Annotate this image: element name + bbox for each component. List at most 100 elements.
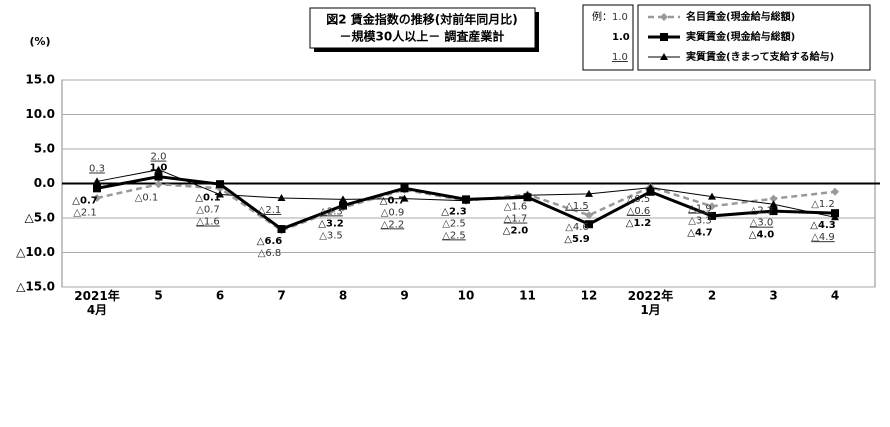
legend-sample: 1.0 bbox=[612, 12, 628, 23]
marker bbox=[216, 180, 224, 189]
marker bbox=[154, 165, 163, 173]
marker bbox=[831, 187, 839, 196]
legend-sample: 1.0 bbox=[612, 52, 628, 63]
x-tick-label: 5 bbox=[154, 289, 162, 303]
legend-marker bbox=[660, 53, 668, 60]
data-label: △4.6 bbox=[565, 222, 589, 233]
y-tick-label: △10.0 bbox=[16, 245, 55, 259]
data-label: △0.6 bbox=[627, 206, 651, 217]
marker bbox=[154, 180, 163, 189]
legend-label: 実質賃金(現金給与総額) bbox=[686, 30, 795, 43]
data-label: △1.6 bbox=[196, 217, 220, 228]
x-tick-label: 9 bbox=[400, 289, 408, 303]
data-label: △3.2 bbox=[318, 218, 343, 229]
marker bbox=[585, 220, 593, 229]
data-label: △6.8 bbox=[258, 248, 282, 259]
x-tick-label: 10 bbox=[458, 289, 475, 303]
data-label: △4.0 bbox=[749, 230, 774, 241]
data-label: △4.9 bbox=[811, 232, 835, 243]
data-label: △2.5 bbox=[442, 230, 466, 241]
marker bbox=[154, 172, 163, 181]
x-tick-label: 2022年 1月 bbox=[628, 288, 673, 317]
chart-title: 図2 賃金指数の推移(対前年同月比) bbox=[326, 12, 518, 27]
marker bbox=[462, 196, 470, 204]
x-tick-label: 4 bbox=[831, 289, 839, 303]
x-tick-label: 12 bbox=[581, 289, 598, 303]
data-label: 1.0 bbox=[150, 163, 168, 174]
y-tick-label: 15.0 bbox=[25, 73, 55, 87]
data-label: △1.2 bbox=[626, 218, 651, 229]
y-tick-label: △15.0 bbox=[16, 280, 55, 294]
data-label: △3.0 bbox=[750, 218, 774, 229]
marker bbox=[769, 207, 778, 216]
marker bbox=[93, 177, 101, 185]
data-label: 0.3 bbox=[89, 164, 105, 175]
data-label: △4.3 bbox=[810, 220, 835, 231]
data-label: △3.3 bbox=[688, 216, 712, 227]
marker bbox=[769, 194, 778, 203]
data-label: 2.0 bbox=[151, 152, 167, 163]
x-tick-label: 2021年 4月 bbox=[74, 288, 119, 317]
marker bbox=[585, 189, 593, 197]
marker bbox=[831, 213, 839, 221]
data-label: △2.0 bbox=[503, 226, 528, 237]
marker bbox=[400, 194, 409, 202]
data-label: △6.6 bbox=[257, 236, 282, 247]
data-label: △2.2 bbox=[381, 219, 405, 230]
chart-subtitle: －規模30人以上－ 調査産業計 bbox=[340, 29, 505, 44]
data-label: △0.7 bbox=[380, 195, 405, 206]
legend-marker bbox=[660, 33, 668, 41]
data-label: △0.1 bbox=[195, 193, 220, 204]
marker bbox=[400, 184, 409, 193]
marker bbox=[93, 193, 101, 202]
data-label: △0.9 bbox=[381, 207, 405, 218]
data-label: △1.7 bbox=[504, 214, 528, 225]
x-tick-label: 2 bbox=[708, 289, 716, 303]
legend-example-label: 例： bbox=[592, 10, 612, 23]
title-box bbox=[309, 7, 536, 49]
marker bbox=[646, 187, 655, 196]
marker bbox=[277, 225, 286, 234]
y-axis-label: (%) bbox=[29, 35, 50, 48]
data-label: △1.9 bbox=[688, 204, 712, 215]
data-label: △0.5 bbox=[627, 194, 651, 205]
x-tick-label: 7 bbox=[277, 289, 285, 303]
legend-label: 名目賃金(現金給与総額) bbox=[686, 10, 795, 23]
legend-marker bbox=[660, 13, 668, 21]
legend-sample: 1.0 bbox=[612, 32, 630, 43]
x-tick-label: 6 bbox=[216, 289, 224, 303]
marker bbox=[646, 183, 655, 191]
data-label: △1.2 bbox=[811, 199, 835, 210]
x-tick-label: 3 bbox=[769, 289, 777, 303]
marker bbox=[339, 195, 347, 203]
x-tick-label: 8 bbox=[339, 289, 347, 303]
data-label: △2.3 bbox=[441, 206, 466, 217]
legend-example-box bbox=[582, 4, 634, 71]
y-tick-label: 0.0 bbox=[34, 176, 55, 190]
marker bbox=[585, 211, 593, 220]
marker bbox=[93, 184, 101, 193]
marker bbox=[708, 211, 716, 220]
data-label: △0.1 bbox=[135, 193, 159, 204]
data-label: △2.5 bbox=[442, 218, 466, 229]
marker bbox=[769, 200, 778, 208]
data-label: △0.7 bbox=[72, 195, 97, 206]
data-label: △2.2 bbox=[750, 206, 774, 217]
marker bbox=[708, 192, 716, 200]
marker bbox=[831, 209, 839, 218]
marker bbox=[523, 191, 532, 199]
data-label: △2.1 bbox=[258, 205, 282, 216]
data-label: △2.1 bbox=[73, 207, 97, 218]
data-label: △5.9 bbox=[564, 234, 589, 245]
marker bbox=[277, 193, 286, 201]
data-label: △1.5 bbox=[565, 201, 589, 212]
data-label: △3.5 bbox=[319, 230, 343, 241]
y-tick-label: 5.0 bbox=[34, 142, 55, 156]
data-label: △0.7 bbox=[196, 205, 220, 216]
data-label: △2.3 bbox=[319, 206, 343, 217]
marker bbox=[216, 190, 224, 198]
data-label: △1.6 bbox=[504, 202, 528, 213]
x-tick-label: 11 bbox=[519, 289, 536, 303]
y-tick-label: △5.0 bbox=[25, 211, 56, 225]
